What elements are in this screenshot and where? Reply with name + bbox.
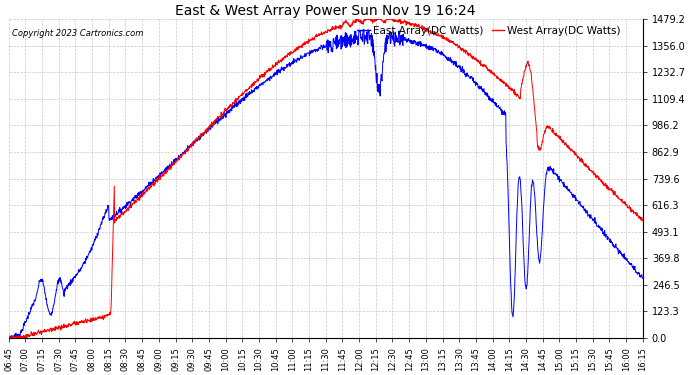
Text: Copyright 2023 Cartronics.com: Copyright 2023 Cartronics.com: [12, 29, 144, 38]
Title: East & West Array Power Sun Nov 19 16:24: East & West Array Power Sun Nov 19 16:24: [175, 4, 476, 18]
Legend: East Array(DC Watts), West Array(DC Watts): East Array(DC Watts), West Array(DC Watt…: [353, 21, 625, 40]
